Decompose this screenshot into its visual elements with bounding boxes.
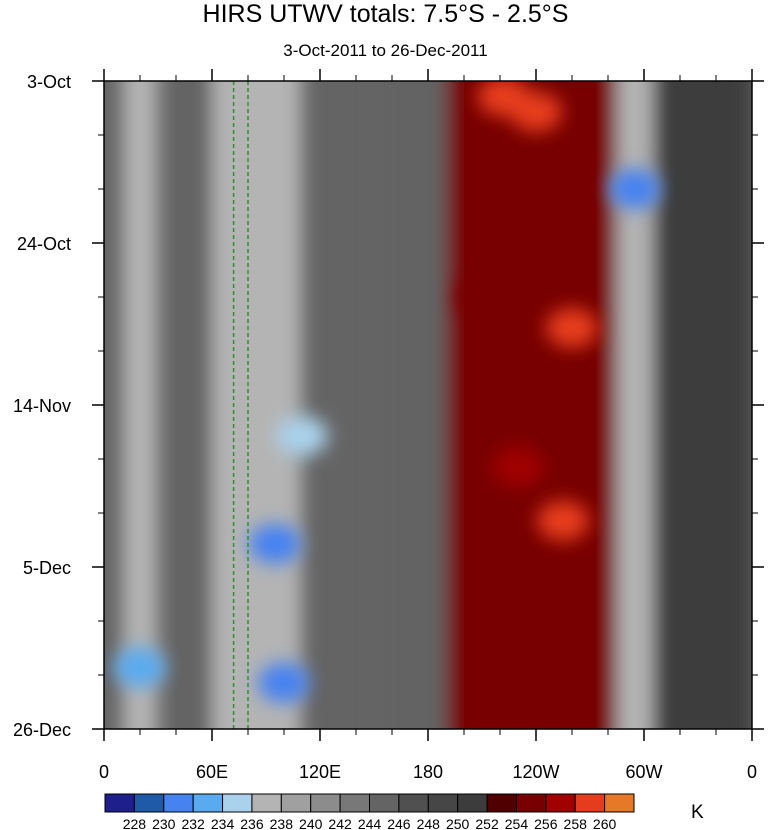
colorbar-label: 230 [152, 816, 176, 830]
colorbar-swatch [251, 793, 282, 813]
field-blob [114, 647, 166, 688]
y-tick-label: 5-Dec [23, 558, 71, 578]
colorbar-label: 252 [475, 816, 499, 830]
field-blob [258, 662, 310, 703]
field-band [122, 81, 158, 729]
colorbar-swatch [369, 793, 400, 813]
x-tick-label: 0 [747, 762, 757, 782]
field-band [212, 81, 302, 729]
colorbar-label: 234 [211, 816, 235, 830]
field-blob [492, 446, 544, 487]
colorbar-label: 246 [387, 816, 411, 830]
colorbar-swatch [280, 793, 312, 813]
field-blob [456, 277, 508, 317]
colorbar-swatch [545, 793, 576, 813]
colorbar-label: 244 [358, 816, 382, 830]
chart-title: HIRS UTWV totals: 7.5°S - 2.5°S [202, 0, 569, 28]
field-band [176, 81, 212, 729]
colorbar-unit-label: K [691, 802, 704, 823]
x-tick-label: 120W [512, 762, 559, 782]
colorbar-swatch [486, 793, 517, 813]
colorbar-label: 236 [240, 816, 264, 830]
colorbar-label: 248 [417, 816, 441, 830]
colorbar-label: 250 [446, 816, 470, 830]
field-band [446, 81, 617, 729]
y-tick-label: 26-Dec [13, 720, 71, 740]
field-band [374, 81, 446, 729]
colorbar-label: 254 [505, 816, 529, 830]
colorbar-swatch [339, 793, 371, 813]
field-band [617, 81, 653, 729]
colorbar-swatch [574, 793, 606, 813]
field-blob [249, 523, 301, 564]
colorbar-swatch [457, 793, 488, 813]
x-tick-label: 180 [413, 762, 443, 782]
y-tick-label: 24-Oct [17, 234, 71, 254]
colorbar-swatch [515, 793, 547, 813]
x-tick-label: 120E [299, 762, 341, 782]
colorbar-swatch [427, 793, 459, 813]
colorbar-label: 238 [270, 816, 294, 830]
colorbar-swatch [310, 793, 341, 813]
field-blob [537, 500, 589, 541]
colorbar-label: 232 [181, 816, 205, 830]
colorbar-label: 256 [534, 816, 558, 830]
colorbar-swatch [163, 793, 194, 813]
colorbar-label: 260 [593, 816, 617, 830]
x-tick-label: 60E [196, 762, 228, 782]
x-tick-label: 60W [625, 762, 662, 782]
chart-subtitle: 3-Oct-2011 to 26-Dec-2011 [283, 41, 488, 60]
x-tick-label: 0 [99, 762, 109, 782]
field-blob [609, 169, 661, 209]
field-blob [276, 415, 328, 456]
colorbar-swatch [222, 793, 253, 813]
colorbar-swatch [398, 793, 429, 813]
colorbar-swatch [192, 793, 224, 813]
colorbar-label: 228 [123, 816, 147, 830]
field-blob [477, 81, 530, 117]
colorbar-swatch [133, 793, 165, 813]
plot-area [104, 81, 752, 729]
field-band [653, 81, 752, 729]
colorbar-swatch [604, 793, 635, 813]
field-blob [546, 307, 598, 348]
colorbar-label: 240 [299, 816, 323, 830]
colorbar-label: 242 [328, 816, 352, 830]
colorbar-label: 258 [564, 816, 588, 830]
colorbar-swatch [104, 793, 135, 813]
y-tick-label: 14-Nov [13, 396, 71, 416]
y-tick-label: 3-Oct [27, 72, 71, 92]
